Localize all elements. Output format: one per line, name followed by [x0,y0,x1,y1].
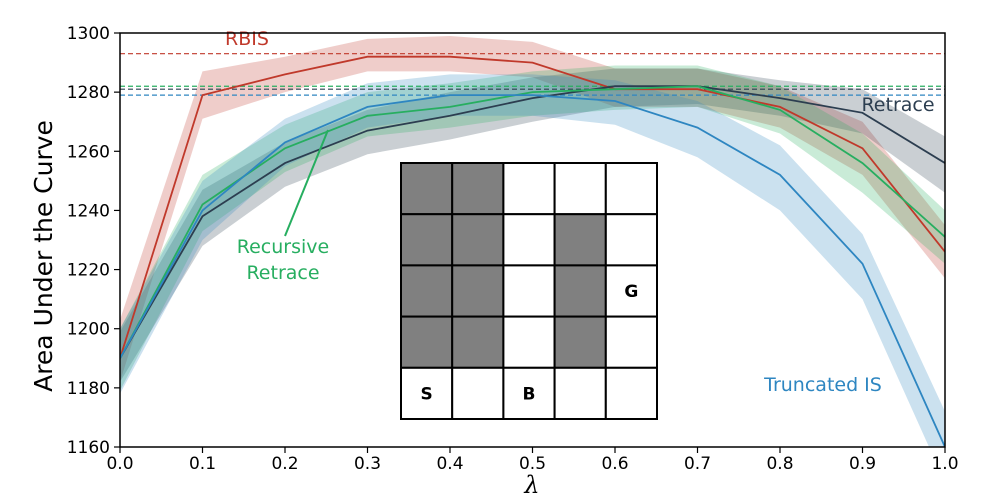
rbis-line [120,55,945,359]
annotation-retrace: Retrace [861,94,934,116]
x-tick-label: 0.6 [601,454,628,474]
grid-cell-r4-c2 [502,366,556,420]
x-tick-label: 0.8 [766,454,793,474]
grid-label-g: G [624,282,638,302]
annotation-truncated-is: Truncated IS [763,374,882,396]
x-tick-label: 1.0 [931,454,958,474]
grid-cell-r3-c0 [400,315,454,369]
x-tick-label: 0.7 [684,454,711,474]
annotation-recursive-retrace: Recursive Retrace [237,236,329,284]
gridworld-inset: G S B [400,162,658,420]
x-tick-label: 0.2 [271,454,298,474]
x-tick-label: 0.0 [106,454,133,474]
x-tick-label: 0.3 [354,454,381,474]
y-tick-label: 1300 [67,24,110,44]
y-tick-label: 1180 [67,379,110,399]
grid-cell-r0-c3 [553,162,607,216]
retrace-line [120,85,945,359]
series-annotations: RBIS Retrace Recursive Retrace Truncated IS [225,28,934,396]
recursive-retrace-line [120,85,945,359]
grid-cell-r3-c3 [553,315,607,369]
x-axis-label: λ [523,471,539,499]
series-lines [120,55,945,447]
x-tick-label: 0.4 [436,454,463,474]
grid-cell-r3-c1 [451,315,505,369]
axes: 0.0 0.1 0.2 0.3 0.4 0.5 0.6 0.7 0.8 0.9 1.0 1160 118… [67,24,959,474]
grid-label-b: B [523,384,536,404]
annotation-rbis: RBIS [225,28,269,50]
x-tick-label: 0.5 [519,454,546,474]
grid-cell-r2-c3 [553,264,607,318]
y-tick-label: 1240 [67,201,110,221]
grid-cell-r3-c2 [502,315,556,369]
grid-cell-r2-c2 [502,264,556,318]
y-tick-label: 1200 [67,320,110,340]
y-axis-label: Area Under the Curve [29,120,58,392]
grid-cell-r4-c4 [604,366,658,420]
y-tick-label: 1220 [67,261,110,281]
y-tick-label: 1160 [67,438,110,458]
y-tick-label: 1260 [67,142,110,162]
grid-cell-r1-c4 [604,213,658,267]
x-tick-label: 0.9 [849,454,876,474]
grid-cell-r0-c0 [400,162,454,216]
grid-cell-r1-c3 [553,213,607,267]
grid-cell-r2-c4 [604,264,658,318]
grid-cell-r4-c0 [400,366,454,420]
grid-cell-r2-c1 [451,264,505,318]
grid-cell-r1-c0 [400,213,454,267]
grid-cell-r1-c2 [502,213,556,267]
annotation-pointer-recursive-retrace [284,129,329,237]
grid-cell-r0-c2 [502,162,556,216]
grid-label-s: S [420,384,432,404]
grid-cell-r0-c4 [604,162,658,216]
grid-cell-r4-c1 [451,366,505,420]
grid-cell-r1-c1 [451,213,505,267]
grid-cell-r0-c1 [451,162,505,216]
x-tick-label: 0.1 [189,454,216,474]
truncated-is-line [120,94,945,447]
truncated-is-band [120,74,945,447]
grid-cell-r4-c3 [553,366,607,420]
grid-cell-r2-c0 [400,264,454,318]
grid-cell-r3-c4 [604,315,658,369]
y-tick-label: 1280 [67,83,110,103]
